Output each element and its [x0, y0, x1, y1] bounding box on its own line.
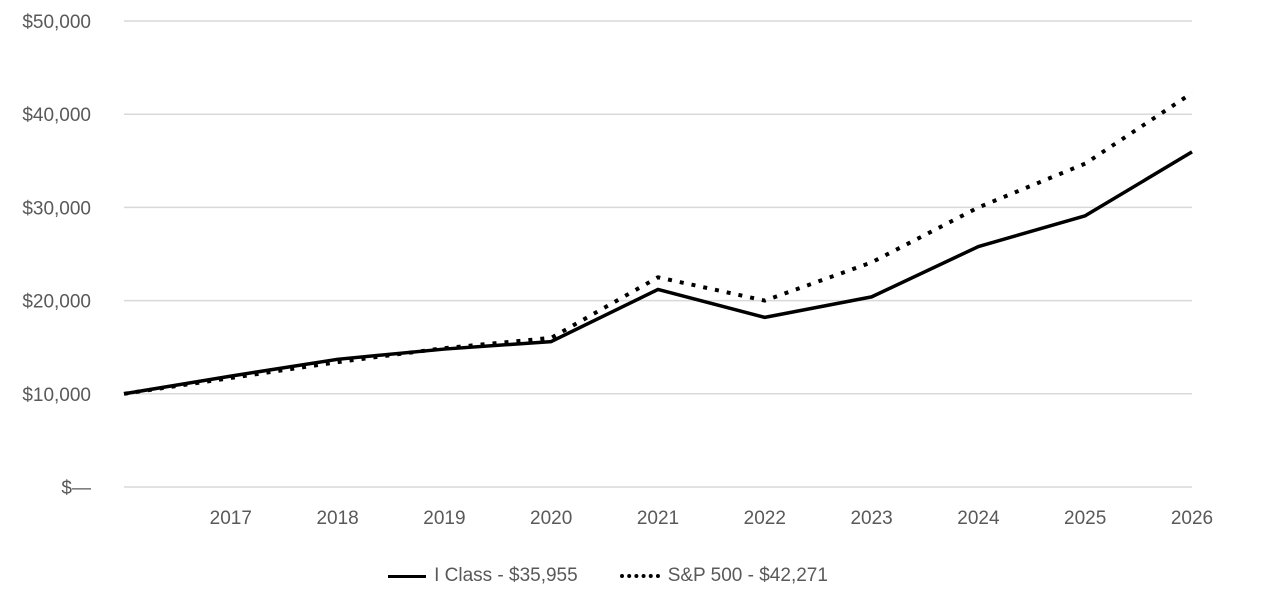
legend-label-i-class: I Class - $35,955 — [434, 565, 578, 586]
legend-swatch-solid — [388, 574, 427, 578]
x-tick-label: 2018 — [316, 508, 358, 529]
x-tick-label: 2021 — [637, 508, 679, 529]
x-tick-label: 2026 — [1171, 508, 1213, 529]
x-tick-label: 2024 — [957, 508, 1000, 529]
y-tick-label: $50,000 — [22, 12, 91, 33]
series-line-i-class — [123, 150, 1193, 396]
x-tick-label: 2020 — [530, 508, 572, 529]
legend-item-i-class: I Class - $35,955 — [388, 565, 578, 587]
x-tick-label: 2023 — [850, 508, 892, 529]
y-tick-label: $10,000 — [22, 385, 91, 406]
y-tick-label: $40,000 — [22, 105, 91, 126]
y-tick-label: $20,000 — [22, 292, 91, 313]
y-tick-label: $— — [61, 478, 91, 499]
y-tick-label: $30,000 — [22, 198, 91, 219]
legend: I Class - $35,955 S&P 500 - $42,271 — [0, 565, 1216, 587]
legend-label-sp500: S&P 500 - $42,271 — [667, 565, 828, 586]
x-axis-ticks: 2017 2018 2019 2020 2021 2022 2023 2024 2025 2026 — [210, 508, 1213, 529]
x-tick-label: 2025 — [1064, 508, 1106, 529]
x-tick-label: 2019 — [423, 508, 465, 529]
gridlines — [124, 20, 1192, 488]
y-axis-ticks: $— $10,000 $20,000 $30,000 $40,000 $50,000 — [22, 12, 91, 499]
x-tick-label: 2017 — [210, 508, 252, 529]
legend-item-sp500: S&P 500 - $42,271 — [619, 565, 828, 587]
legend-swatch-dotted — [619, 574, 660, 578]
series-lines — [123, 91, 1194, 396]
series-line-sp500 — [123, 91, 1194, 396]
x-tick-label: 2022 — [744, 508, 786, 529]
